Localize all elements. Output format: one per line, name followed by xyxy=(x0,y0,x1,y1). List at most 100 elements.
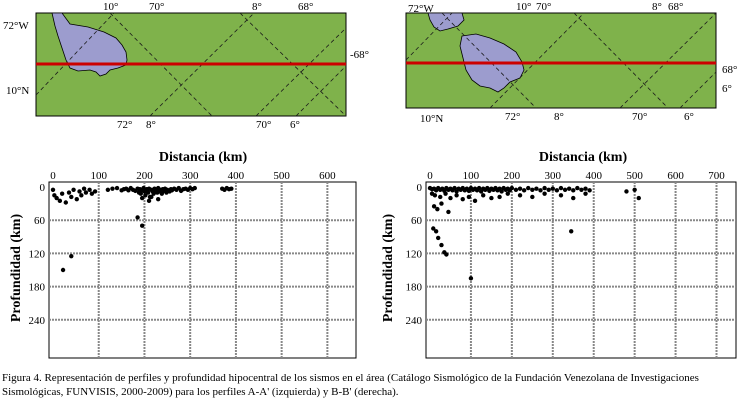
chart-right-hypocenter-point xyxy=(554,188,560,193)
chart-left-hypocenter-point xyxy=(114,185,120,191)
chart-right-hypocenter-point xyxy=(571,195,576,201)
chart-left-hypocenter-point xyxy=(69,253,74,259)
map-left-lake xyxy=(51,12,128,77)
chart-right-hypocenter-point xyxy=(513,187,519,192)
chart-left-hypocenter-point xyxy=(59,191,65,196)
chart-right-hypocenter-point xyxy=(452,185,457,191)
chart-left-y-tick-label: 60 xyxy=(34,215,46,227)
chart-right-x-tick-label: 200 xyxy=(504,170,521,182)
figure-caption: Figura 4. Representación de perfiles y p… xyxy=(2,372,699,398)
chart-left-hypocenter-point xyxy=(60,267,66,273)
chart-right-hypocenter-point xyxy=(443,191,448,196)
map-right: 72°W 10° 70° 8° 68° 68° 6° 10°N 72° 8° 7… xyxy=(405,1,737,125)
map-right-label-bottom-72: 72° xyxy=(505,111,520,123)
chart-right-hypocenter-point xyxy=(521,188,527,193)
chart-right-x-tick-label: 100 xyxy=(463,170,480,182)
chart-left-y-tick-label: 180 xyxy=(29,282,46,294)
map-right-label-right-6: 6° xyxy=(722,83,732,95)
chart-right-hypocenter-point xyxy=(571,188,576,193)
map-right-label-right-68: 68° xyxy=(722,64,737,76)
chart-left-hypocenter-point xyxy=(89,191,95,196)
chart-right-x-tick-label: 400 xyxy=(585,170,602,182)
chart-left: Distancia (km) Profundidad (km) 0 100 200 3… xyxy=(9,150,357,359)
chart-right-hypocenter-point xyxy=(632,187,637,192)
map-left-label-bottom-70: 70° xyxy=(256,119,271,131)
map-right-label-top-70: 70° xyxy=(536,1,551,13)
chart-right-x-tick-label: 700 xyxy=(708,170,725,182)
chart-right-hypocenter-point xyxy=(499,189,504,194)
chart-right-hypocenter-point xyxy=(505,191,510,196)
chart-left-hypocenter-point xyxy=(110,186,115,191)
chart-right-hypocenter-point xyxy=(454,193,459,198)
chart-right-hypocenter-point xyxy=(558,185,564,191)
chart-right-hypocenter-point xyxy=(542,191,547,196)
chart-right-hypocenter-point xyxy=(433,229,439,234)
chart-right-hypocenter-point xyxy=(517,193,523,198)
map-left-label-right-68: -68° xyxy=(350,49,369,61)
chart-left-hypocenter-point xyxy=(145,190,151,195)
map-left-label-bottom-8: 8° xyxy=(146,119,156,131)
chart-right-hypocenter-point xyxy=(579,187,584,192)
chart-left-x-tick-label: 300 xyxy=(182,170,199,182)
chart-left-hypocenter-point xyxy=(87,187,92,192)
map-right-diagonals xyxy=(405,12,717,109)
map-left-label-bottom-6: 6° xyxy=(290,119,300,131)
chart-right-hypocenter-point xyxy=(569,229,574,234)
map-right-label-bottom-70: 70° xyxy=(632,111,647,123)
chart-right-hypocenter-point xyxy=(439,201,444,206)
chart-left-hypocenter-point xyxy=(135,215,140,220)
chart-right-y-tick-label: 120 xyxy=(406,248,423,260)
chart-right-y-tick-label: 240 xyxy=(406,315,423,327)
chart-left-xlabel: Distancia (km) xyxy=(159,150,248,165)
chart-right-y-tick-label: 0 xyxy=(417,182,423,194)
map-left: 10° 70° 8° 68° 72°W 10°N -68° 72° 8° 70°… xyxy=(3,1,369,131)
chart-left-ylabel: Profundidad (km) xyxy=(9,214,24,323)
chart-right-hypocenter-point xyxy=(526,185,531,191)
chart-right-hypocenter-point xyxy=(534,186,539,191)
chart-right-hypocenter-point xyxy=(497,194,502,200)
chart-right-hypocenter-point xyxy=(435,235,441,241)
chart-right-x-tick-label: 0 xyxy=(427,170,433,182)
chart-right-hypocenter-point xyxy=(566,186,572,191)
chart-left-x-tick-label: 0 xyxy=(50,170,56,182)
chart-left-x-tick-label: 400 xyxy=(228,170,245,182)
chart-right-x-tick-label: 500 xyxy=(626,170,643,182)
chart-right-y-tick-label: 60 xyxy=(411,215,423,227)
chart-left-hypocenter-point xyxy=(139,195,145,201)
chart-right-hypocenter-point xyxy=(466,194,472,200)
chart-left-y-tick-label: 120 xyxy=(29,248,46,260)
chart-left-y-tick-label: 0 xyxy=(40,182,46,194)
chart-left-hypocenter-point xyxy=(92,189,98,194)
map-right-lake-top xyxy=(427,12,465,32)
chart-left-hypocenter-point xyxy=(105,187,111,192)
chart-right-hypocenter-point xyxy=(476,185,482,191)
map-right-label-72w: 72°W xyxy=(408,3,434,15)
chart-left-hypocenter-point xyxy=(229,186,234,191)
map-left-label-bottom-72: 72° xyxy=(117,119,132,131)
chart-right-hypocenter-point xyxy=(636,195,641,201)
chart-left-hypocenter-point xyxy=(74,196,79,202)
chart-left-hypocenter-point xyxy=(192,185,197,191)
chart-right-hypocenter-point xyxy=(517,186,523,191)
chart-left-hypocenter-point xyxy=(79,193,84,198)
chart-right-hypocenter-point xyxy=(468,276,474,281)
chart-right-ylabel: Profundidad (km) xyxy=(381,214,396,323)
chart-left-hypocenter-point xyxy=(149,194,154,200)
chart-left-hypocenter-point xyxy=(77,189,82,194)
chart-right-y-tick-label: 180 xyxy=(406,282,423,294)
chart-left-hypocenter-point xyxy=(139,223,145,228)
chart-right-hypocenter-point xyxy=(439,242,444,248)
chart-right-hypocenter-point xyxy=(550,186,555,191)
chart-left-y-tick-label: 240 xyxy=(29,315,46,327)
chart-left-hypocenter-point xyxy=(57,198,63,204)
chart-left-hypocenter-point xyxy=(146,198,152,204)
chart-right-hypocenter-point xyxy=(530,194,535,200)
chart-left-hypocenter-point xyxy=(81,186,87,191)
chart-right-plot-area xyxy=(425,181,737,359)
chart-left-hypocenter-point xyxy=(63,200,69,205)
map-right-label-top-10: 10° xyxy=(516,1,531,13)
chart-right-hypocenter-point xyxy=(444,252,449,257)
chart-right-hypocenter-point xyxy=(624,189,629,194)
chart-left-plot-area xyxy=(48,181,357,359)
chart-right-hypocenter-point xyxy=(432,193,438,198)
